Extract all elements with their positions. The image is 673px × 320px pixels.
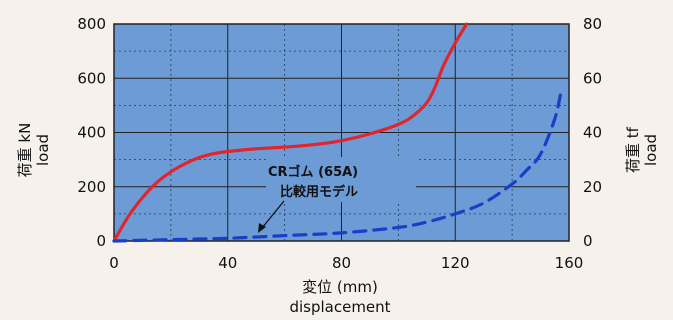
annotation-line-1: CRゴム (65A) bbox=[268, 164, 358, 180]
y-right-tick-label-1: 20 bbox=[583, 178, 602, 196]
annotation-backdrop bbox=[266, 157, 416, 202]
x-tick-label-2: 80 bbox=[332, 254, 351, 272]
series-layer bbox=[112, 22, 563, 243]
y-left-tick-label-3: 600 bbox=[77, 69, 106, 87]
x-axis-title-jp: 変位 (mm) bbox=[302, 278, 378, 296]
annotation-arrow-line bbox=[261, 200, 285, 229]
x-tick-labels: 0 40 80 120 160 bbox=[109, 254, 583, 272]
left-axis-title-jp: 荷重 kN bbox=[16, 123, 34, 178]
y-right-tick-label-4: 80 bbox=[583, 15, 602, 33]
left-tick-labels: 0 200 400 600 800 bbox=[77, 15, 106, 250]
x-tick-label-3: 120 bbox=[441, 254, 470, 272]
series-line-1 bbox=[112, 92, 563, 243]
y-left-tick-label-2: 400 bbox=[77, 124, 106, 142]
left-axis-title: 荷重 kN load bbox=[16, 123, 52, 178]
y-left-tick-label-1: 200 bbox=[77, 178, 106, 196]
x-tick-label-4: 160 bbox=[555, 254, 584, 272]
right-tick-labels: 0 20 40 60 80 bbox=[583, 15, 602, 250]
y-left-tick-label-4: 800 bbox=[77, 15, 106, 33]
right-axis-title: 荷重 tf load bbox=[624, 126, 660, 173]
annotation-arrow-head bbox=[258, 223, 266, 233]
annotation: CRゴム (65A) 比較用モデル bbox=[258, 157, 416, 233]
x-axis-title-en: displacement bbox=[289, 298, 390, 316]
y-left-tick-label-0: 0 bbox=[96, 232, 106, 250]
y-right-tick-label-3: 60 bbox=[583, 69, 602, 87]
series-line-0 bbox=[112, 22, 469, 243]
right-axis-title-en: load bbox=[642, 134, 660, 166]
x-tick-label-0: 0 bbox=[109, 254, 119, 272]
y-right-tick-label-2: 40 bbox=[583, 124, 602, 142]
plot-frame bbox=[113, 23, 570, 242]
x-tick-label-1: 40 bbox=[218, 254, 237, 272]
right-axis-title-jp: 荷重 tf bbox=[624, 126, 642, 173]
left-axis-title-en: load bbox=[34, 134, 52, 166]
y-right-tick-label-0: 0 bbox=[583, 232, 593, 250]
annotation-line-2: 比較用モデル bbox=[280, 184, 358, 200]
